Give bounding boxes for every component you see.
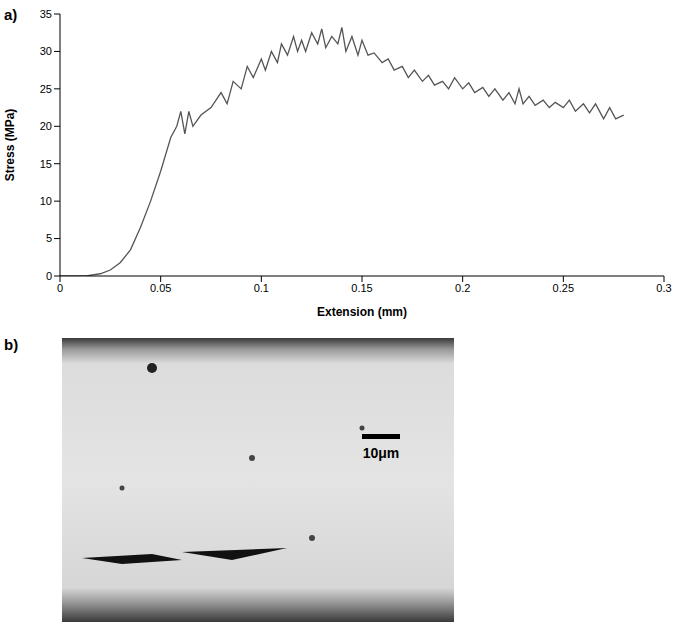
svg-text:10: 10 [40,195,52,207]
html-text:b): b) [4,336,19,353]
svg-text:0.2: 0.2 [455,282,470,294]
svg-text:Extension (mm): Extension (mm) [317,305,407,319]
svg-text:5: 5 [46,232,52,244]
svg-text:Stress (MPa): Stress (MPa) [3,109,17,182]
svg-text:20: 20 [40,120,52,132]
svg-text:25: 25 [40,83,52,95]
html-text:a): a) [4,6,18,23]
svg-text:0.25: 0.25 [553,282,574,294]
svg-text:15: 15 [40,158,52,170]
svg-text:35: 35 [40,8,52,20]
svg-text:0: 0 [46,270,52,282]
svg-text:0.05: 0.05 [150,282,171,294]
svg-text:0.3: 0.3 [656,282,671,294]
svg-text:0.15: 0.15 [351,282,372,294]
svg-text:10μm: 10μm [363,445,400,461]
svg-text:0.1: 0.1 [254,282,269,294]
svg-text:30: 30 [40,45,52,57]
svg-text:0: 0 [57,282,63,294]
